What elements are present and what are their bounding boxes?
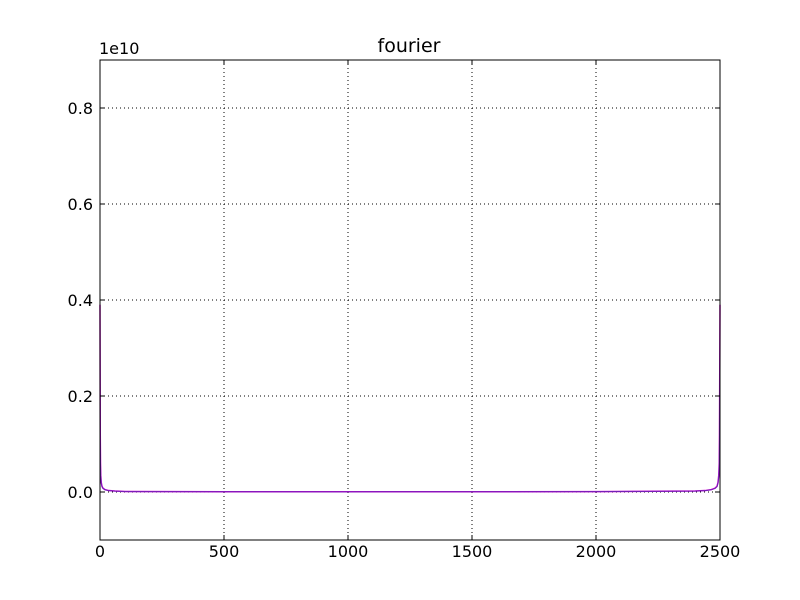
y-tick-label: 0.0 bbox=[68, 483, 93, 502]
series-layer bbox=[99, 304, 721, 493]
y-tick-label: 0.6 bbox=[68, 195, 93, 214]
series-line-shadow bbox=[99, 319, 721, 493]
y-offset-label: 1e10 bbox=[99, 39, 139, 58]
x-tick-label: 2000 bbox=[576, 542, 617, 561]
chart-title: fourier bbox=[378, 35, 441, 57]
tick-labels: 0 500 1000 1500 2000 2500 0.0 0.2 0.4 0.6 0.8 bbox=[68, 99, 741, 561]
x-tick-label: 2500 bbox=[700, 542, 741, 561]
plot-area-frame bbox=[99, 59, 721, 541]
x-tick-label: 0 bbox=[95, 542, 105, 561]
grid-lines bbox=[100, 60, 720, 540]
x-tick-label: 500 bbox=[209, 542, 240, 561]
y-tick-label: 0.8 bbox=[68, 99, 93, 118]
x-tick-label: 1500 bbox=[452, 542, 493, 561]
y-tick-label: 0.4 bbox=[68, 291, 93, 310]
y-tick-label: 0.2 bbox=[68, 387, 93, 406]
x-tick-label: 1000 bbox=[328, 542, 369, 561]
